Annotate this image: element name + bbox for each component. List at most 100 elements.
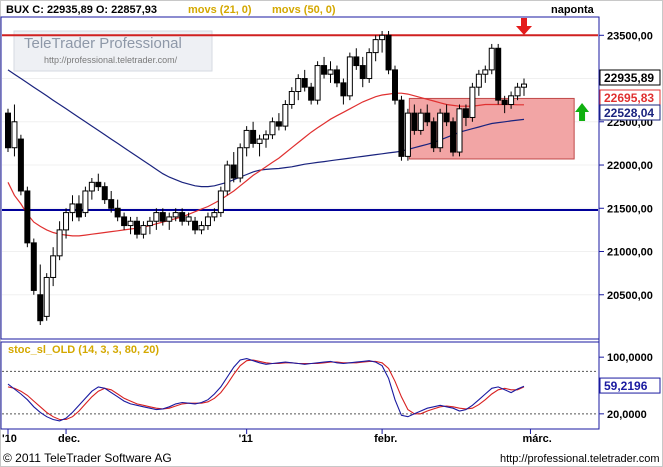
candle-body: [88, 181, 95, 192]
candle: [146, 216, 153, 235]
candle-body: [30, 242, 37, 291]
candle: [327, 61, 334, 83]
candle: [301, 69, 308, 92]
candle-body: [514, 86, 521, 97]
watermark-title: TeleTrader Professional: [24, 35, 182, 52]
candle-body: [411, 112, 418, 131]
candle-body: [282, 103, 289, 127]
candle: [404, 108, 411, 161]
candle: [24, 186, 31, 248]
candle-body: [5, 112, 11, 149]
candle: [153, 208, 160, 230]
candle: [366, 48, 373, 83]
candle-layer: [5, 30, 527, 326]
candle-body: [353, 56, 360, 67]
teletrader-watermark: TeleTrader Professional http://professio…: [13, 30, 213, 72]
last-value-box: [599, 104, 661, 121]
candle: [482, 65, 489, 83]
candle-body: [95, 181, 102, 188]
candle: [101, 182, 108, 204]
x-tick-label: '10: [2, 433, 17, 445]
candle-body: [269, 121, 276, 136]
candle: [295, 74, 302, 101]
candle-body: [508, 95, 515, 105]
candle: [198, 221, 205, 235]
candle: [43, 273, 50, 321]
candle-body: [198, 225, 205, 231]
candle: [488, 43, 495, 75]
candle-body: [211, 212, 218, 218]
candle: [250, 121, 257, 148]
candle-body: [321, 65, 328, 75]
watermark-url: http://professional.teletrader.com/: [44, 55, 178, 65]
ma21-label: movs (21, 0): [188, 4, 252, 16]
candle: [340, 78, 347, 105]
candle-body: [153, 212, 160, 222]
candle-body: [224, 164, 231, 192]
candle-body: [340, 82, 347, 97]
last-value-label: 22935,89: [604, 71, 654, 85]
stoch-k-line: [7, 358, 525, 422]
candle-body: [495, 47, 502, 101]
candle: [159, 208, 166, 226]
candle: [424, 104, 431, 127]
candle-body: [475, 73, 482, 88]
y-tick-label: 23500,00: [607, 30, 653, 42]
candle: [237, 143, 244, 183]
candle: [50, 247, 57, 287]
footer-url[interactable]: http://professional.teletrader.com: [500, 453, 660, 465]
stoch-axis: 100,0000 20,0000 59,2196: [599, 352, 661, 421]
candle-body: [430, 121, 437, 149]
candle-body: [11, 121, 18, 149]
candle-body: [327, 69, 334, 75]
candle-body: [417, 112, 424, 131]
candle-body: [134, 220, 140, 235]
candle-body: [17, 138, 24, 192]
candle: [346, 52, 353, 101]
candle-body: [69, 203, 76, 214]
period-label: naponta: [551, 4, 595, 16]
candle-body: [185, 216, 192, 222]
candle-body: [63, 212, 70, 231]
stoch-layer: [2, 358, 598, 422]
x-tick-label: febr.: [374, 433, 397, 445]
date-axis: '10 dec. '11 febr. márc.: [2, 429, 552, 445]
candle-body: [333, 69, 340, 84]
candle: [230, 152, 237, 183]
stoch-panel-frame: [0, 341, 600, 430]
x-tick-label: márc.: [522, 433, 551, 445]
candle-body: [204, 216, 211, 227]
candle: [462, 104, 469, 127]
candle: [185, 212, 192, 226]
green-up-arrow-icon: [575, 103, 590, 121]
candle: [456, 104, 463, 157]
quote-header: BUX C: 22935,89 O: 22857,93: [6, 4, 157, 16]
candle-body: [166, 216, 173, 222]
candle: [437, 108, 444, 153]
candle: [224, 160, 231, 196]
candle-body: [398, 99, 405, 157]
candle-body: [456, 108, 463, 153]
candle: [5, 108, 11, 153]
candle: [11, 104, 18, 157]
candle: [430, 117, 437, 153]
candle: [514, 82, 521, 101]
stoch-last-label: 59,2196: [604, 379, 648, 393]
candle-body: [392, 69, 398, 101]
x-tick-label: '11: [239, 433, 253, 445]
candle-body: [314, 65, 321, 101]
y-tick-label: 20500,00: [607, 290, 653, 302]
candle-body: [217, 190, 224, 214]
candle: [88, 178, 95, 200]
candle: [443, 104, 450, 127]
candle-body: [172, 212, 179, 218]
candle-body: [443, 112, 450, 123]
candle-body: [50, 255, 57, 278]
candle: [321, 56, 328, 79]
red-down-arrow-icon: [516, 18, 532, 35]
candle-body: [469, 86, 476, 118]
candle-body: [521, 83, 527, 88]
candle-body: [127, 220, 134, 227]
stoch-y-tick-label: 100,0000: [607, 352, 653, 364]
